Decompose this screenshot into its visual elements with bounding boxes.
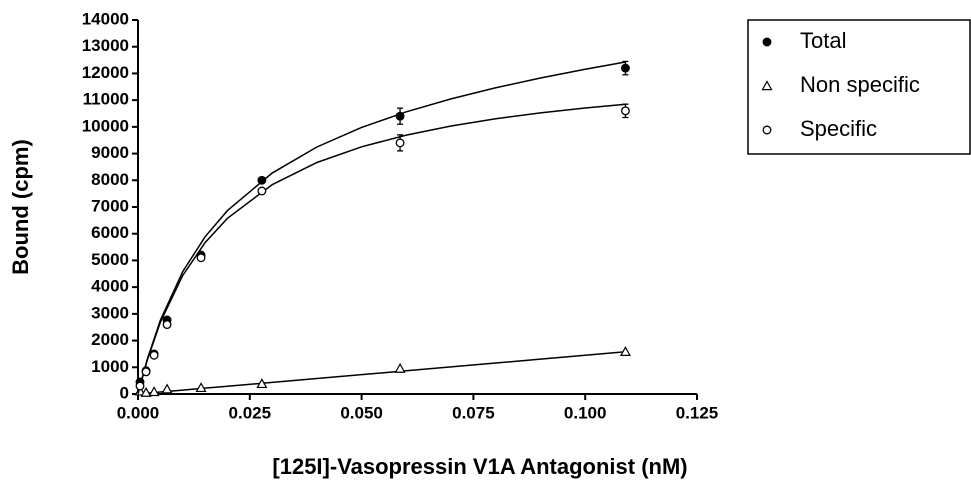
data-point [395,111,405,121]
legend-label: Non specific [800,72,920,97]
y-tick-label: 1000 [91,357,129,376]
x-tick-label: 0.025 [229,403,272,422]
x-tick-label: 0.125 [676,403,719,422]
y-tick-label: 4000 [91,277,129,296]
fit-curve [137,61,626,395]
legend-marker [762,37,772,47]
data-point [141,367,151,377]
data-point [196,253,206,263]
legend-marker [762,125,772,135]
data-point [162,320,172,329]
x-axis-title: [125I]-Vasopressin V1A Antagonist (nM) [272,454,687,479]
data-point [620,106,630,116]
y-tick-label: 10000 [82,116,129,135]
y-tick-label: 3000 [91,303,129,322]
fit-curve [137,351,626,395]
fit-curve [137,103,626,395]
data-point [149,350,159,360]
data-point [619,346,631,356]
data-point [620,63,630,73]
data-point [195,382,207,393]
data-point [161,383,173,394]
y-axis-title: Bound (cpm) [8,139,33,275]
legend-label: Total [800,28,846,53]
data-point [395,138,405,148]
y-tick-label: 12000 [82,63,129,82]
y-tick-label: 5000 [91,250,129,269]
y-tick-label: 6000 [91,223,129,242]
legend-box [747,19,971,155]
y-tick-label: 13000 [82,36,129,55]
data-point [140,386,152,397]
x-tick-label: 0.050 [340,403,383,422]
data-point [135,381,145,391]
x-tick-label: 0.000 [117,403,160,422]
y-tick-label: 11000 [83,90,129,109]
y-tick-label: 2000 [91,330,129,349]
x-tick-label: 0.100 [564,403,607,422]
legend-marker [761,80,773,91]
data-point [148,386,160,397]
data-point [257,175,267,185]
y-tick-label: 9000 [91,143,129,162]
data-point [257,186,267,196]
data-point [256,378,268,389]
y-tick-label: 14000 [82,9,129,28]
data-point [394,362,406,373]
y-tick-label: 0 [120,383,129,402]
legend-label: Specific [800,116,877,141]
x-tick-label: 0.075 [452,403,495,422]
y-tick-label: 7000 [91,196,129,215]
y-tick-label: 8000 [91,170,129,189]
